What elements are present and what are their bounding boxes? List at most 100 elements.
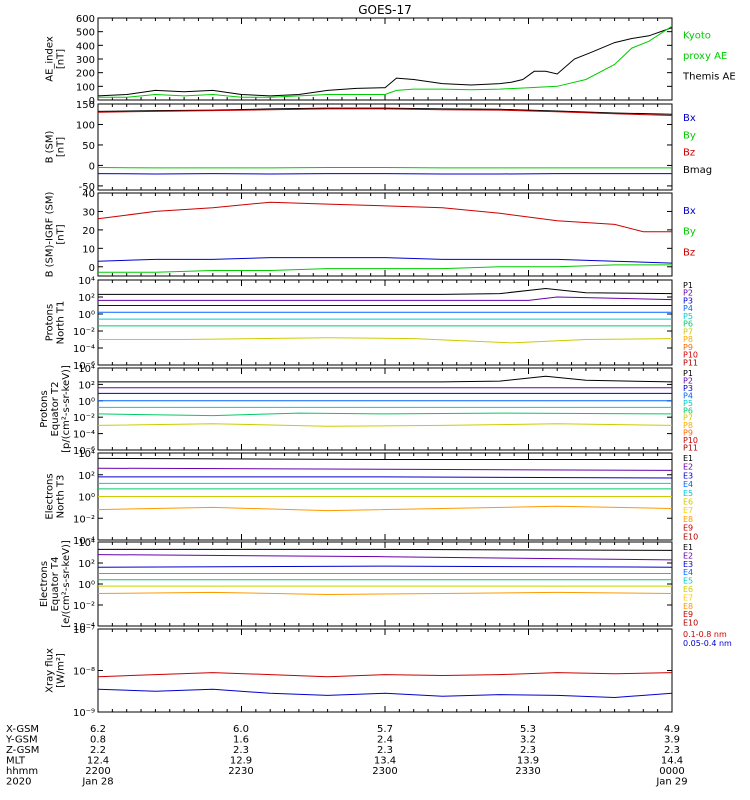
bottom-value: 6.0 xyxy=(233,724,249,735)
bottom-value: 2300 xyxy=(372,766,397,777)
legend-ee: E2 xyxy=(683,551,693,560)
ytick-label-bsm: 50 xyxy=(82,141,95,152)
legend-pn: P8 xyxy=(683,335,693,344)
ytick-label-xray: 10⁻⁷ xyxy=(73,625,95,636)
ylabel-en: Electrons xyxy=(45,473,56,519)
series-pe-p6 xyxy=(97,412,673,417)
legend-pe: P1 xyxy=(683,369,693,378)
ylabel-en: North T3 xyxy=(56,475,67,519)
panel-pn: 10⁴ 10² 10⁰ 10⁻² 10⁻⁴ 10⁻⁶ Protons North T1 P1P2… xyxy=(45,276,699,372)
bottom-value: 2200 xyxy=(85,766,110,777)
ytick-label-ae: 300 xyxy=(76,55,95,66)
legend-en: E6 xyxy=(683,498,693,507)
ytick-label-en: 10⁴ xyxy=(78,449,95,460)
legend-en: E2 xyxy=(683,463,693,472)
bottom-value: 14.4 xyxy=(661,756,683,767)
panel-pe: 10⁴ 10² 10⁰ 10⁻² 10⁻⁴ 10⁻⁶ Protons Equator T2 [p… xyxy=(39,364,698,457)
legend-ee: E6 xyxy=(683,585,693,594)
ytick-label-ae: 100 xyxy=(76,82,95,93)
series-ee-e2 xyxy=(97,554,673,561)
legend-pn: P11 xyxy=(683,358,698,367)
ylabel-pe: [p/(cm²-s-sr-keV)] xyxy=(61,365,72,453)
bottom-row-label: Y-GSM xyxy=(5,735,38,746)
ytick-label-en: 10⁻² xyxy=(73,514,95,525)
legend-ee: E4 xyxy=(683,568,693,577)
legend-ae: Themis AE xyxy=(682,72,736,83)
ytick-label-xray: 10⁻⁹ xyxy=(73,708,95,719)
ytick-label-ae: 500 xyxy=(76,28,95,39)
ytick-label-ee: 10⁻⁴ xyxy=(73,622,95,633)
legend-pe: P10 xyxy=(683,436,698,445)
ytick-label-bigrf: 40 xyxy=(82,189,95,200)
bottom-row-label: hhmm xyxy=(6,766,38,777)
bottom-value: 5.7 xyxy=(377,724,393,735)
bottom-value: 2.4 xyxy=(377,735,393,746)
legend-pn: P7 xyxy=(683,327,693,336)
series-pn-p1 xyxy=(98,287,673,295)
bottom-value: Jan 28 xyxy=(81,777,113,788)
legend-ee: E9 xyxy=(683,610,693,619)
bottom-value: 1.6 xyxy=(233,735,249,746)
bottom-value: 13.9 xyxy=(517,756,539,767)
legend-en: E5 xyxy=(683,489,693,498)
ylabel-ae: AE_index xyxy=(45,36,56,82)
ytick-label-ee: 10⁰ xyxy=(78,580,95,591)
series-ee-e7 xyxy=(97,591,673,596)
ytick-label-pe: 10⁻² xyxy=(73,413,95,424)
bottom-value: 5.3 xyxy=(520,724,536,735)
series-ae-kyoto-proxy-ae xyxy=(98,25,673,98)
bottom-value: 2.2 xyxy=(90,745,106,756)
panel-frame-xray xyxy=(97,628,673,713)
ytick-label-en: 10⁰ xyxy=(78,493,95,504)
legend-bigrf: By xyxy=(683,227,696,238)
series-pe-p1 xyxy=(98,375,673,383)
ytick-label-xray: 10⁻⁸ xyxy=(73,667,95,678)
ytick-label-pn: 10⁰ xyxy=(78,310,95,321)
series-en-e7 xyxy=(97,505,673,512)
bottom-value: 2.3 xyxy=(377,745,393,756)
legend-pn: P1 xyxy=(683,281,693,290)
ytick-label-bigrf: 0 xyxy=(89,263,95,274)
ytick-label-bigrf: 10 xyxy=(82,244,95,255)
series-bsm-bz xyxy=(97,108,673,116)
series-xray-0-05-0-4-nm xyxy=(97,688,673,699)
legend-pe: P5 xyxy=(683,399,693,408)
ytick-label-pn: 10⁻⁴ xyxy=(73,344,95,355)
legend-ae: proxy AE xyxy=(683,51,727,62)
legend-bsm: Bz xyxy=(683,148,695,159)
ytick-label-pn: 10⁻² xyxy=(73,327,95,338)
ytick-label-ae: 200 xyxy=(76,69,95,80)
bottom-value: 2.3 xyxy=(664,745,680,756)
legend-en: E8 xyxy=(683,515,693,524)
series-en-e1 xyxy=(97,457,672,460)
ylabel-pn: Protons xyxy=(45,304,56,341)
plot-title: GOES-17 xyxy=(358,3,412,17)
bottom-value: 0000 xyxy=(659,766,684,777)
ytick-label-bsm: -50 xyxy=(79,182,95,193)
legend-ee: E5 xyxy=(683,577,693,586)
ytick-label-pe: 10⁻⁴ xyxy=(73,430,95,441)
panel-en: 10⁴ 10² 10⁰ 10⁻² 10⁻⁴ Electrons North T3 E1E2E3… xyxy=(45,449,699,547)
bottom-value: 3.9 xyxy=(664,735,680,746)
ylabel-ee: Equator T4 xyxy=(50,557,61,612)
panel-bsm: 150 100 50 0 -50 B (SM) [nT] Bx By Bz Bmag xyxy=(45,100,713,193)
legend-en: E9 xyxy=(683,524,693,533)
ytick-label-ee: 10⁴ xyxy=(78,538,95,549)
ytick-label-ae: 600 xyxy=(76,14,95,25)
legend-pe: P7 xyxy=(683,414,693,423)
legend-pn: P2 xyxy=(683,289,693,298)
ylabel-xray: Xray flux xyxy=(45,648,56,693)
legend-xray: 0.1-0.8 nm xyxy=(683,630,727,639)
ylabel-bsm: [nT] xyxy=(56,137,67,157)
ylabel-ae: [nT] xyxy=(56,49,67,69)
legend-bsm: By xyxy=(683,130,696,141)
bottom-value: 2.3 xyxy=(233,745,249,756)
bottom-row-label: X-GSM xyxy=(6,724,39,735)
legend-en: E7 xyxy=(683,506,693,515)
series-xray-0-1-0-8-nm xyxy=(97,672,673,678)
ytick-label-bsm: 0 xyxy=(89,161,95,172)
legend-pn: P5 xyxy=(683,312,693,321)
ylabel-ee: [e/(cm²-s-sr-keV)] xyxy=(61,540,72,628)
